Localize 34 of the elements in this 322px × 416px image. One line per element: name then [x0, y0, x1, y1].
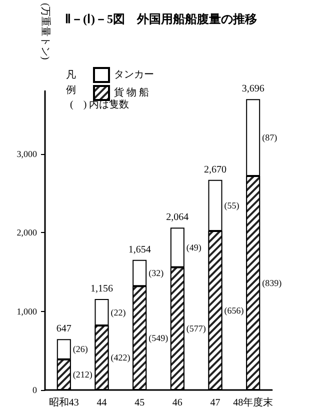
annotation: (656) [224, 306, 244, 316]
y-tick-label: 3,000 [16, 148, 38, 159]
annotation: (49) [186, 242, 202, 252]
legend-label: タンカー [114, 70, 154, 80]
total-label: 1,156 [90, 284, 113, 295]
y-tick-label: 0 [32, 385, 38, 395]
annotation: (839) [262, 278, 282, 288]
y-tick-label: 1,000 [16, 306, 38, 316]
annotation: ( ) 内は隻数 [70, 98, 130, 110]
annotation: (55) [224, 200, 240, 210]
x-tick-label: 47 [210, 398, 220, 408]
annotation: (22) [110, 307, 126, 318]
total-label: 2,670 [204, 164, 226, 176]
x-tick-label: 46 [172, 398, 182, 408]
x-tick-label: 48年度末 [233, 396, 274, 408]
annotation: (422) [110, 352, 130, 363]
total-label: 1,654 [128, 244, 151, 256]
legend-label: 貨 物 船 [114, 86, 149, 98]
x-tick-label: 44 [96, 398, 107, 408]
total-label: 2,064 [166, 212, 189, 224]
y-tick-label: 2,000 [16, 228, 38, 238]
annotation: (26) [72, 344, 88, 354]
x-tick-label: 45 [134, 398, 145, 408]
annotation: (549) [148, 333, 168, 344]
chart-title: Ⅱ－(Ⅰ)－5図 外国用船船腹量の推移 [65, 12, 257, 26]
x-tick-label: 昭和43 [48, 396, 79, 408]
annotation: (212) [72, 370, 92, 380]
y-axis-title: (万重量トン) [40, 3, 52, 60]
annotation: (32) [148, 268, 164, 278]
total-label: 647 [56, 324, 72, 335]
legend-title: 凡例 [66, 70, 76, 96]
annotation: (577) [186, 324, 206, 334]
annotation: (87) [262, 132, 278, 143]
total-label: 3,696 [242, 84, 264, 95]
